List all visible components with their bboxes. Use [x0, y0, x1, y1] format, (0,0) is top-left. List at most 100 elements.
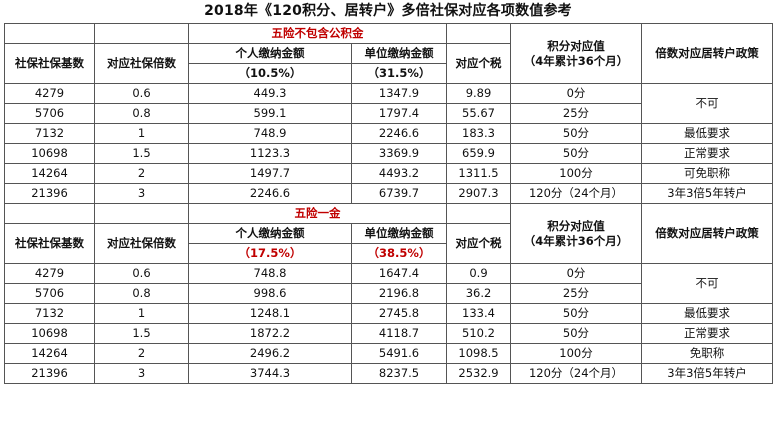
table-row: 10698 1.5 1872.2 4118.7 510.2 50分 正常要求	[4, 323, 773, 344]
section-header-blank	[446, 23, 511, 44]
points-cell: 50分	[510, 323, 642, 344]
policy-cell: 可免职称	[641, 163, 773, 184]
points-cell: 0分	[510, 83, 642, 104]
section-header-blank	[4, 203, 95, 224]
personal-cell: 2496.2	[188, 343, 352, 364]
multiple-cell: 1.5	[94, 143, 189, 164]
base-cell: 21396	[4, 183, 95, 204]
section-header-blank	[446, 203, 511, 224]
points-header: 积分对应值 （4年累计36个月）	[510, 23, 642, 84]
base-cell: 21396	[4, 363, 95, 384]
unit-cell: 5491.6	[351, 343, 447, 364]
table-row: 4279 0.6 449.3 1347.9 9.89 0分 不可	[4, 83, 773, 124]
tax-cell: 36.2	[446, 283, 511, 304]
multiple-cell: 2	[94, 343, 189, 364]
personal-cell: 748.9	[188, 123, 352, 144]
tax-cell: 55.67	[446, 103, 511, 124]
table-row: 21396 3 3744.3 8237.5 2532.9 120分（24个月） 3年3倍5年…	[4, 363, 773, 384]
page-title: 2018年《120积分、居转户》多倍社保对应各项数值参考	[204, 3, 572, 19]
multiple-cell: 3	[94, 363, 189, 384]
policy-cell: 免职称	[641, 343, 773, 364]
policy-cell: 3年3倍5年转户	[641, 363, 773, 384]
multiple-cell: 0.8	[94, 103, 189, 124]
points-header-line1: 积分对应值	[547, 38, 605, 53]
tax-cell: 0.9	[446, 263, 511, 284]
unit-cell: 2246.6	[351, 123, 447, 144]
base-cell: 5706	[4, 103, 95, 124]
table-row: 21396 3 2246.6 6739.7 2907.3 120分（24个月） 3年3倍5年…	[4, 183, 773, 204]
policy-header: 倍数对应居转户政策	[641, 203, 773, 264]
base-cell: 14264	[4, 343, 95, 364]
unit-header: 单位缴纳金额	[351, 43, 447, 64]
multiple-header: 对应社保倍数	[94, 43, 189, 84]
unit-cell: 2196.8	[351, 283, 447, 304]
table-row: 7132 1 748.9 2246.6 183.3 50分 最低要求	[4, 123, 773, 144]
table-row: 10698 1.5 1123.3 3369.9 659.9 50分 正常要求	[4, 143, 773, 164]
unit-cell: 2745.8	[351, 303, 447, 324]
unit-rate: （31.5%）	[351, 63, 447, 84]
personal-cell: 748.8	[188, 263, 352, 284]
multiple-cell: 1	[94, 123, 189, 144]
table-row: 14264 2 2496.2 5491.6 1098.5 100分 免职称	[4, 343, 773, 364]
section-label: 五险一金	[188, 203, 447, 224]
base-cell: 7132	[4, 303, 95, 324]
points-header-line2: （4年累计36个月）	[523, 233, 629, 248]
unit-cell: 3369.9	[351, 143, 447, 164]
multiple-header: 对应社保倍数	[94, 223, 189, 264]
points-cell: 120分（24个月）	[510, 363, 642, 384]
points-header-line1: 积分对应值	[547, 218, 605, 233]
tax-cell: 9.89	[446, 83, 511, 104]
tax-cell: 510.2	[446, 323, 511, 344]
unit-rate: （38.5%）	[351, 243, 447, 264]
unit-cell: 4118.7	[351, 323, 447, 344]
policy-cell: 正常要求	[641, 143, 773, 164]
base-cell: 4279	[4, 83, 95, 104]
section-header-blank	[94, 23, 189, 44]
table-row: 7132 1 1248.1 2745.8 133.4 50分 最低要求	[4, 303, 773, 324]
tax-cell: 1311.5	[446, 163, 511, 184]
personal-cell: 1497.7	[188, 163, 352, 184]
tax-cell: 183.3	[446, 123, 511, 144]
personal-cell: 599.1	[188, 103, 352, 124]
points-header: 积分对应值 （4年累计36个月）	[510, 203, 642, 264]
points-cell: 120分（24个月）	[510, 183, 642, 204]
unit-cell: 1647.4	[351, 263, 447, 284]
section-label: 五险不包含公积金	[188, 23, 447, 44]
points-cell: 25分	[510, 103, 642, 124]
personal-rate: （10.5%）	[188, 63, 352, 84]
policy-cell: 3年3倍5年转户	[641, 183, 773, 204]
base-cell: 4279	[4, 263, 95, 284]
tax-cell: 133.4	[446, 303, 511, 324]
multiple-cell: 3	[94, 183, 189, 204]
multiple-cell: 1	[94, 303, 189, 324]
tax-cell: 2532.9	[446, 363, 511, 384]
points-cell: 25分	[510, 283, 642, 304]
base-cell: 10698	[4, 323, 95, 344]
unit-header: 单位缴纳金额	[351, 223, 447, 244]
policy-cell: 最低要求	[641, 123, 773, 144]
unit-cell: 6739.7	[351, 183, 447, 204]
tax-cell: 2907.3	[446, 183, 511, 204]
base-cell: 5706	[4, 283, 95, 304]
unit-cell: 1797.4	[351, 103, 447, 124]
points-cell: 50分	[510, 143, 642, 164]
reference-table: 五险不包含公积金 积分对应值 （4年累计36个月） 倍数对应居转户政策 社保社保基数 对应…	[4, 23, 773, 384]
personal-header: 个人缴纳金额	[188, 43, 352, 64]
unit-cell: 1347.9	[351, 83, 447, 104]
tax-header: 对应个税	[446, 43, 511, 84]
points-cell: 100分	[510, 343, 642, 364]
multiple-cell: 0.6	[94, 83, 189, 104]
points-cell: 50分	[510, 303, 642, 324]
policy-cell: 正常要求	[641, 323, 773, 344]
policy-cell: 不可	[641, 83, 773, 124]
points-header-line2: （4年累计36个月）	[523, 53, 629, 68]
multiple-cell: 2	[94, 163, 189, 184]
section-header-row: 五险不包含公积金 积分对应值 （4年累计36个月） 倍数对应居转户政策	[4, 23, 773, 84]
personal-header: 个人缴纳金额	[188, 223, 352, 244]
policy-cell: 不可	[641, 263, 773, 304]
multiple-cell: 1.5	[94, 323, 189, 344]
table-row: 4279 0.6 748.8 1647.4 0.9 0分 不可	[4, 263, 773, 304]
tax-header: 对应个税	[446, 223, 511, 264]
points-cell: 50分	[510, 123, 642, 144]
